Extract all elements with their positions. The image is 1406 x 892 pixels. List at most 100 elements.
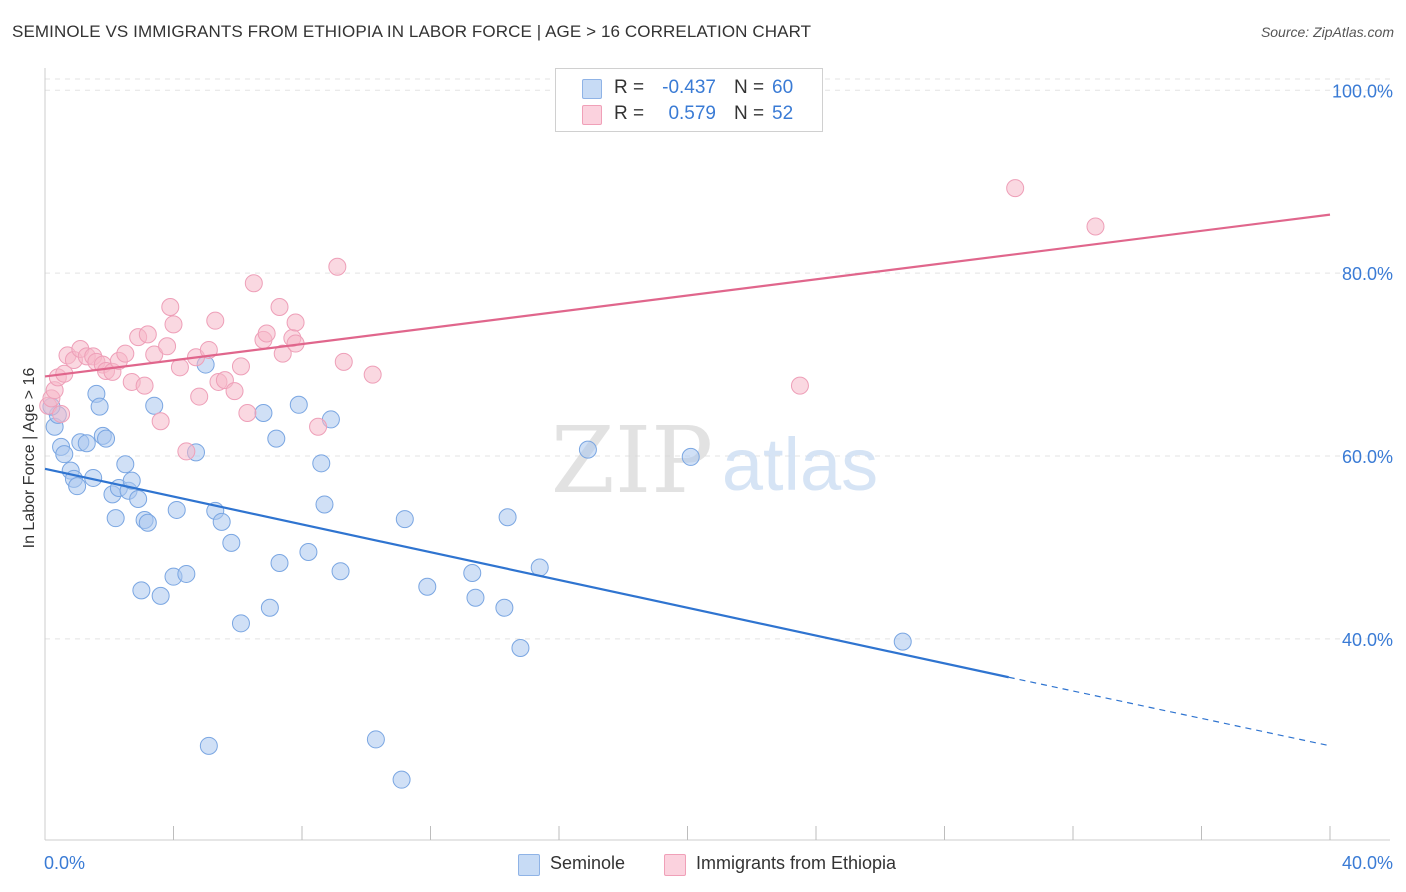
series-label-seminole: Seminole — [550, 853, 626, 873]
legend-r-value: -0.437 — [662, 77, 716, 98]
ethiopia-point — [190, 387, 209, 406]
x-tick-label: 40.0% — [1342, 853, 1393, 873]
seminole-point — [231, 614, 250, 633]
seminole-point — [145, 396, 164, 415]
seminole-point — [267, 429, 286, 448]
series-swatch-ethiopia — [664, 854, 686, 876]
legend-row-ethiopia: R = 0.579 N = 52 — [556, 101, 822, 127]
seminole-point — [578, 440, 597, 459]
ethiopia-point — [244, 274, 263, 293]
seminole-point — [392, 770, 411, 789]
ethiopia-point — [363, 365, 382, 384]
seminole-point — [418, 577, 437, 596]
seminole-point — [116, 455, 135, 474]
ethiopia-point — [286, 313, 305, 332]
ethiopia-point — [790, 376, 809, 395]
ethiopia-point — [151, 412, 170, 431]
ethiopia-point — [161, 297, 180, 316]
ethiopia-point — [238, 404, 257, 423]
y-axis-label: In Labor Force | Age > 16 — [21, 367, 38, 549]
seminole-point — [129, 489, 148, 508]
ethiopia-point — [116, 344, 135, 363]
legend-n-value: 52 — [772, 103, 794, 124]
seminole-point — [893, 632, 912, 651]
series-label-ethiopia: Immigrants from Ethiopia — [696, 853, 897, 873]
seminole-point — [151, 586, 170, 605]
legend-swatch-seminole — [582, 79, 602, 99]
seminole-points — [42, 355, 912, 789]
y-tick-label: 60.0% — [1342, 447, 1393, 467]
series-swatch-seminole — [518, 854, 540, 876]
seminole-point — [463, 564, 482, 583]
seminole-point — [331, 562, 350, 581]
seminole-point — [122, 471, 141, 490]
y-tick-label: 100.0% — [1332, 81, 1393, 101]
ethiopia-point — [309, 417, 328, 436]
seminole-point — [260, 598, 279, 617]
ethiopia-point — [135, 376, 154, 395]
seminole-point — [212, 512, 231, 531]
ethiopia-point — [158, 337, 177, 356]
ethiopia-point — [270, 297, 289, 316]
seminole-trend-extension — [1008, 676, 1331, 747]
legend-row-seminole: R = -0.437 N = 60 — [556, 75, 822, 101]
source-label: Source: ZipAtlas.com — [1260, 24, 1394, 40]
legend-r-label: R = — [614, 77, 645, 98]
ethiopia-point — [138, 325, 157, 344]
seminole-point — [312, 454, 331, 473]
seminole-point — [167, 500, 186, 519]
ethiopia-point — [273, 344, 292, 363]
seminole-point — [511, 639, 530, 657]
ethiopia-trend-line — [44, 213, 1331, 378]
x-tick-label: 0.0% — [44, 853, 85, 873]
ethiopia-point — [231, 357, 250, 376]
ethiopia-point — [164, 315, 183, 334]
ethiopia-point — [334, 352, 353, 371]
seminole-point — [681, 447, 700, 466]
seminole-point — [55, 445, 74, 464]
ethiopia-point — [1086, 217, 1105, 236]
axes — [44, 68, 1390, 841]
ethiopia-point — [170, 358, 189, 377]
ethiopia-point — [52, 404, 71, 423]
legend-n-label: N = — [734, 77, 765, 98]
trend-lines — [44, 213, 1331, 747]
legend-swatch-ethiopia — [582, 105, 602, 125]
seminole-point — [90, 397, 109, 416]
ethiopia-point — [1006, 179, 1025, 198]
ethiopia-point — [257, 324, 276, 343]
seminole-point — [289, 395, 308, 414]
seminole-point — [138, 513, 157, 532]
y-tick-label: 80.0% — [1342, 264, 1393, 284]
seminole-point — [222, 533, 241, 552]
chart-title: SEMINOLE VS IMMIGRANTS FROM ETHIOPIA IN … — [12, 22, 812, 41]
legend-r-label: R = — [614, 103, 645, 124]
seminole-point — [68, 477, 87, 496]
gridlines — [45, 78, 1390, 640]
ethiopia-point — [225, 382, 244, 401]
ethiopia-point — [206, 311, 225, 330]
seminole-point — [498, 508, 517, 527]
legend-n-value: 60 — [772, 77, 794, 98]
seminole-point — [77, 434, 96, 453]
ethiopia-points — [39, 179, 1105, 461]
seminole-point — [366, 730, 385, 749]
seminole-point — [199, 736, 218, 755]
seminole-trend-line — [44, 467, 1009, 679]
seminole-point — [270, 553, 289, 572]
seminole-point — [299, 543, 318, 561]
ethiopia-point — [177, 442, 196, 461]
correlation-legend: R = -0.437 N = 60 R = 0.579 N = 52 — [555, 68, 823, 132]
legend-r-value: 0.579 — [668, 103, 716, 124]
legend-n-label: N = — [734, 103, 765, 124]
watermark-atlas: atlas — [722, 423, 878, 506]
seminole-point — [106, 509, 125, 528]
seminole-point — [177, 564, 196, 583]
y-tick-label: 40.0% — [1342, 630, 1393, 650]
seminole-point — [466, 588, 485, 607]
seminole-point — [495, 598, 514, 617]
seminole-point — [254, 404, 273, 423]
seminole-point — [132, 581, 151, 600]
seminole-point — [395, 510, 414, 529]
